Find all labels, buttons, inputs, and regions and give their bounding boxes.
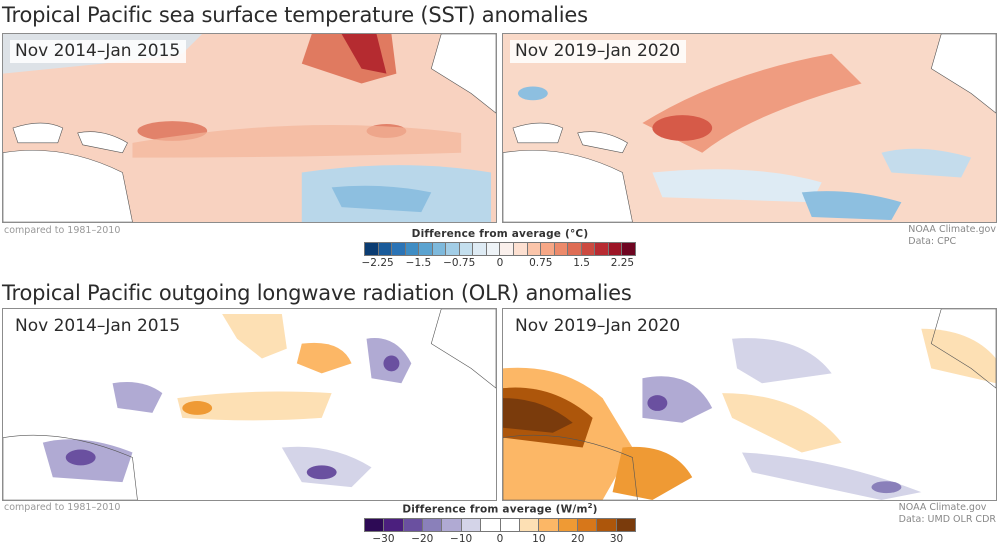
sst-legend-bin (527, 243, 542, 255)
sst-legend-bin (500, 243, 515, 255)
olr-legend-bin (519, 518, 540, 531)
sst-legend-tick-label: 0 (496, 257, 504, 269)
olr-legend-tick-label: −10 (450, 532, 473, 545)
sst-baseline-note: compared to 1981–2010 (4, 225, 121, 236)
olr-section-title: Tropical Pacific outgoing longwave radia… (2, 281, 632, 305)
sst-legend-bin (432, 243, 447, 255)
credit-source: NOAA Climate.gov (898, 502, 987, 513)
olr-map-2019-graphic (503, 309, 996, 500)
olr-legend-tick-label: −30 (372, 532, 395, 545)
sst-legend-bin (622, 243, 635, 255)
sst-legend-ticks: −2.25 −1.5 −0.75 0 0.75 1.5 2.25 (361, 256, 636, 270)
olr-legend-ticks: −30 −20 −10 0 10 20 30 (364, 532, 636, 546)
olr-legend-bin (365, 518, 385, 531)
panel-label: Nov 2014–Jan 2015 (10, 315, 187, 338)
olr-baseline-note: compared to 1981–2010 (4, 502, 121, 513)
olr-legend-tick-label: 20 (571, 532, 585, 545)
credit-data: Data: UMD OLR CDR (898, 514, 996, 525)
sst-legend-tick-label: −2.25 (361, 257, 394, 269)
olr-legend-bin (481, 518, 501, 531)
olr-legend-title-end: ) (592, 503, 598, 516)
sst-legend-bin (392, 243, 406, 255)
olr-legend-bin (597, 518, 617, 531)
sst-map-2014-graphic (3, 34, 496, 222)
panel-label: Nov 2019–Jan 2020 (510, 40, 687, 63)
sst-section-title: Tropical Pacific sea surface temperature… (2, 3, 588, 27)
olr-legend-bin (403, 518, 424, 531)
sst-map-2019: Nov 2019–Jan 2020 (502, 33, 997, 223)
sst-legend-bin (568, 243, 582, 255)
sst-legend-tick-label: 2.25 (610, 257, 635, 269)
olr-legend-tick-label: 10 (532, 532, 546, 545)
olr-legend: Difference from average (W/m2) −30 −20 −10… (364, 502, 636, 546)
olr-legend-title: Difference from average (W/m2) (364, 502, 636, 516)
olr-legend-tick-label: −20 (411, 532, 434, 545)
sst-legend-tick-label: 0.75 (529, 257, 553, 269)
credit-source: NOAA Climate.gov (908, 224, 996, 235)
sst-legend-tick-label: 1.5 (573, 257, 590, 269)
olr-legend-bin (442, 518, 462, 531)
olr-map-2014-graphic (3, 309, 496, 500)
olr-legend-title-sup: 2 (587, 502, 593, 510)
sst-legend-title: Difference from average (°C) (411, 228, 589, 240)
sst-legend-bin (486, 243, 501, 255)
sst-legend-bin (378, 243, 393, 255)
sst-legend-colorbar (364, 242, 636, 256)
sst-legend-bin (581, 243, 596, 255)
olr-credit: NOAA Climate.gov Data: UMD OLR CDR (899, 502, 996, 526)
sst-legend-bin (595, 243, 609, 255)
sst-credit: NOAA Climate.gov Data: CPC (908, 224, 996, 248)
sst-legend-bin (446, 243, 460, 255)
olr-legend-bin (423, 518, 443, 531)
sst-legend-tick-label: −1.5 (405, 257, 432, 269)
credit-data: Data: CPC (908, 236, 957, 247)
olr-legend-tick-label: 30 (609, 532, 624, 545)
olr-map-2014: Nov 2014–Jan 2015 (2, 308, 497, 501)
olr-legend-bin (384, 518, 404, 531)
sst-legend-bin (608, 243, 623, 255)
olr-legend-bin (500, 518, 520, 531)
panel-label: Nov 2014–Jan 2015 (10, 40, 187, 63)
olr-legend-bin (616, 518, 636, 531)
sst-legend-bin (541, 243, 555, 255)
sst-legend-bin (473, 243, 487, 255)
olr-legend-title-text: Difference from average (W/m (402, 503, 588, 516)
olr-legend-bin (539, 518, 559, 531)
olr-map-2019: Nov 2019–Jan 2020 (502, 308, 997, 501)
sst-legend-bin (459, 243, 474, 255)
sst-map-2014: Nov 2014–Jan 2015 (2, 33, 497, 223)
sst-legend-bin (365, 243, 379, 255)
olr-legend-bin (558, 518, 578, 531)
olr-legend-bin (577, 518, 598, 531)
sst-legend-bin (419, 243, 433, 255)
olr-legend-colorbar (364, 517, 636, 532)
sst-map-2019-graphic (503, 34, 996, 222)
sst-legend-bin (405, 243, 420, 255)
sst-legend-tick-label: −0.75 (443, 257, 476, 269)
sst-legend: Difference from average (°C) −2.25 −1.5 −0… (361, 228, 636, 270)
olr-legend-bin (461, 518, 482, 531)
panel-label: Nov 2019–Jan 2020 (510, 315, 687, 338)
sst-legend-bin (554, 243, 569, 255)
olr-legend-tick-label: 0 (496, 532, 504, 545)
sst-legend-bin (514, 243, 528, 255)
